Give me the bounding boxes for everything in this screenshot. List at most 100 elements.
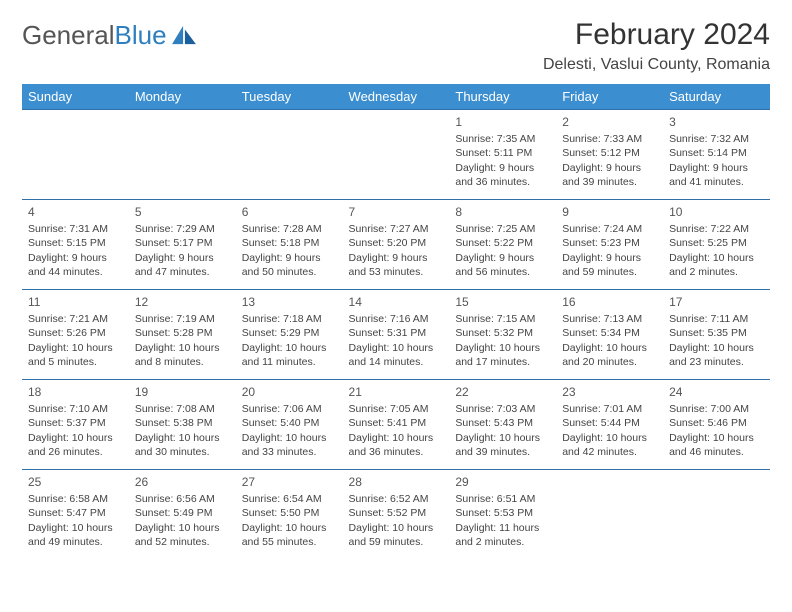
calendar-cell-empty — [236, 110, 343, 200]
calendar-header: SundayMondayTuesdayWednesdayThursdayFrid… — [22, 84, 770, 110]
day-number: 19 — [135, 384, 230, 400]
day-number: 16 — [562, 294, 657, 310]
sunrise-line: Sunrise: 7:27 AM — [349, 222, 444, 236]
daylight-line: Daylight: 10 hours and 30 minutes. — [135, 431, 230, 459]
month-title: February 2024 — [575, 18, 770, 52]
day-number: 3 — [669, 114, 764, 130]
sunrise-line: Sunrise: 7:19 AM — [135, 312, 230, 326]
day-number: 24 — [669, 384, 764, 400]
calendar-cell-empty — [556, 470, 663, 560]
calendar-table: SundayMondayTuesdayWednesdayThursdayFrid… — [22, 84, 770, 560]
sunrise-line: Sunrise: 7:13 AM — [562, 312, 657, 326]
calendar-cell-empty — [22, 110, 129, 200]
day-number: 14 — [349, 294, 444, 310]
sunrise-line: Sunrise: 7:06 AM — [242, 402, 337, 416]
calendar-cell: 13Sunrise: 7:18 AMSunset: 5:29 PMDayligh… — [236, 290, 343, 380]
sunset-line: Sunset: 5:52 PM — [349, 506, 444, 520]
day-number: 26 — [135, 474, 230, 490]
sunrise-line: Sunrise: 7:01 AM — [562, 402, 657, 416]
day-number: 11 — [28, 294, 123, 310]
day-header: Wednesday — [343, 84, 450, 110]
daylight-line: Daylight: 10 hours and 55 minutes. — [242, 521, 337, 549]
day-number: 17 — [669, 294, 764, 310]
day-number: 8 — [455, 204, 550, 220]
daylight-line: Daylight: 10 hours and 39 minutes. — [455, 431, 550, 459]
sunrise-line: Sunrise: 7:21 AM — [28, 312, 123, 326]
day-number: 9 — [562, 204, 657, 220]
day-number: 27 — [242, 474, 337, 490]
calendar-cell: 8Sunrise: 7:25 AMSunset: 5:22 PMDaylight… — [449, 200, 556, 290]
daylight-line: Daylight: 10 hours and 17 minutes. — [455, 341, 550, 369]
sunrise-line: Sunrise: 7:11 AM — [669, 312, 764, 326]
daylight-line: Daylight: 9 hours and 44 minutes. — [28, 251, 123, 279]
sunrise-line: Sunrise: 7:31 AM — [28, 222, 123, 236]
sunrise-line: Sunrise: 6:58 AM — [28, 492, 123, 506]
day-number: 5 — [135, 204, 230, 220]
calendar-cell: 2 Sunrise: 7:33 AMSunset: 5:12 PMDaylight… — [556, 110, 663, 200]
day-number: 13 — [242, 294, 337, 310]
calendar-cell: 11Sunrise: 7:21 AMSunset: 5:26 PMDayligh… — [22, 290, 129, 380]
sunset-line: Sunset: 5:25 PM — [669, 236, 764, 250]
day-header: Tuesday — [236, 84, 343, 110]
day-header: Monday — [129, 84, 236, 110]
day-number: 10 — [669, 204, 764, 220]
sunset-line: Sunset: 5:15 PM — [28, 236, 123, 250]
brand-sail-icon — [170, 24, 198, 46]
day-number: 22 — [455, 384, 550, 400]
sunrise-line: Sunrise: 7:33 AM — [562, 132, 657, 146]
sunset-line: Sunset: 5:12 PM — [562, 146, 657, 160]
brand-part1: General — [22, 20, 115, 51]
header-row: GeneralBlue February 2024 — [22, 18, 770, 52]
daylight-line: Daylight: 10 hours and 20 minutes. — [562, 341, 657, 369]
daylight-line: Daylight: 9 hours and 36 minutes. — [455, 161, 550, 189]
daylight-line: Daylight: 9 hours and 39 minutes. — [562, 161, 657, 189]
sunset-line: Sunset: 5:37 PM — [28, 416, 123, 430]
sunset-line: Sunset: 5:18 PM — [242, 236, 337, 250]
calendar-row: 4Sunrise: 7:31 AMSunset: 5:15 PMDaylight… — [22, 200, 770, 290]
sunrise-line: Sunrise: 7:25 AM — [455, 222, 550, 236]
daylight-line: Daylight: 10 hours and 11 minutes. — [242, 341, 337, 369]
day-number: 23 — [562, 384, 657, 400]
day-number: 18 — [28, 384, 123, 400]
day-number: 25 — [28, 474, 123, 490]
sunrise-line: Sunrise: 7:10 AM — [28, 402, 123, 416]
sunrise-line: Sunrise: 6:52 AM — [349, 492, 444, 506]
calendar-cell: 4Sunrise: 7:31 AMSunset: 5:15 PMDaylight… — [22, 200, 129, 290]
sunset-line: Sunset: 5:47 PM — [28, 506, 123, 520]
sunrise-line: Sunrise: 7:15 AM — [455, 312, 550, 326]
sunrise-line: Sunrise: 7:35 AM — [455, 132, 550, 146]
calendar-cell: 24Sunrise: 7:00 AMSunset: 5:46 PMDayligh… — [663, 380, 770, 470]
calendar-cell: 3 Sunrise: 7:32 AMSunset: 5:14 PMDaylight… — [663, 110, 770, 200]
calendar-cell: 5Sunrise: 7:29 AMSunset: 5:17 PMDaylight… — [129, 200, 236, 290]
daylight-line: Daylight: 9 hours and 41 minutes. — [669, 161, 764, 189]
day-number: 29 — [455, 474, 550, 490]
sunrise-line: Sunrise: 7:32 AM — [669, 132, 764, 146]
brand-part2: Blue — [115, 20, 167, 51]
sunset-line: Sunset: 5:41 PM — [349, 416, 444, 430]
daylight-line: Daylight: 10 hours and 36 minutes. — [349, 431, 444, 459]
daylight-line: Daylight: 10 hours and 8 minutes. — [135, 341, 230, 369]
day-header: Thursday — [449, 84, 556, 110]
sunset-line: Sunset: 5:31 PM — [349, 326, 444, 340]
sunset-line: Sunset: 5:50 PM — [242, 506, 337, 520]
calendar-cell: 21Sunrise: 7:05 AMSunset: 5:41 PMDayligh… — [343, 380, 450, 470]
location-subtitle: Delesti, Vaslui County, Romania — [22, 56, 770, 74]
sunset-line: Sunset: 5:14 PM — [669, 146, 764, 160]
calendar-cell: 20Sunrise: 7:06 AMSunset: 5:40 PMDayligh… — [236, 380, 343, 470]
sunrise-line: Sunrise: 7:18 AM — [242, 312, 337, 326]
calendar-cell: 15Sunrise: 7:15 AMSunset: 5:32 PMDayligh… — [449, 290, 556, 380]
calendar-cell-empty — [343, 110, 450, 200]
calendar-cell: 18Sunrise: 7:10 AMSunset: 5:37 PMDayligh… — [22, 380, 129, 470]
sunrise-line: Sunrise: 7:00 AM — [669, 402, 764, 416]
calendar-cell: 9Sunrise: 7:24 AMSunset: 5:23 PMDaylight… — [556, 200, 663, 290]
daylight-line: Daylight: 9 hours and 56 minutes. — [455, 251, 550, 279]
sunrise-line: Sunrise: 7:16 AM — [349, 312, 444, 326]
daylight-line: Daylight: 11 hours and 2 minutes. — [455, 521, 550, 549]
calendar-cell: 1Sunrise: 7:35 AMSunset: 5:11 PMDaylight… — [449, 110, 556, 200]
sunrise-line: Sunrise: 7:05 AM — [349, 402, 444, 416]
sunset-line: Sunset: 5:11 PM — [455, 146, 550, 160]
brand-logo: GeneralBlue — [22, 20, 198, 51]
daylight-line: Daylight: 10 hours and 14 minutes. — [349, 341, 444, 369]
daylight-line: Daylight: 9 hours and 50 minutes. — [242, 251, 337, 279]
day-number: 2 — [562, 114, 657, 130]
